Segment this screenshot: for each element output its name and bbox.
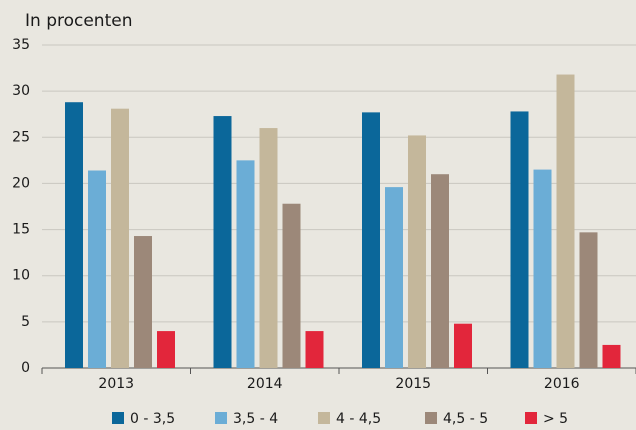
bar — [454, 323, 472, 368]
bar — [236, 160, 255, 368]
chart-title: In procenten — [25, 11, 132, 31]
bar — [157, 331, 175, 368]
legend-swatch — [112, 412, 124, 424]
bar — [213, 116, 232, 368]
y-tick-label: 25 — [12, 129, 30, 145]
bar — [305, 331, 324, 368]
legend-swatch — [318, 412, 330, 424]
bar — [579, 232, 598, 368]
y-tick-label: 15 — [12, 222, 30, 238]
bar — [385, 187, 403, 368]
bar — [65, 102, 83, 369]
y-tick-label: 10 — [12, 268, 30, 284]
legend-swatch — [525, 412, 537, 424]
legend-swatch — [425, 412, 437, 424]
bar — [510, 111, 529, 369]
y-tick-label: 5 — [21, 314, 30, 330]
bar — [431, 174, 449, 368]
legend-label: 3,5 - 4 — [233, 411, 278, 427]
x-tick-label: 2015 — [395, 376, 431, 392]
bar — [134, 236, 152, 368]
legend-label: > 5 — [543, 411, 568, 427]
legend-label: 4 - 4,5 — [336, 411, 381, 427]
bar — [362, 112, 380, 369]
bar — [88, 170, 106, 368]
y-tick-label: 0 — [21, 360, 30, 376]
x-tick-label: 2014 — [247, 376, 283, 392]
bar — [533, 169, 552, 368]
bar — [111, 108, 129, 369]
x-tick-label: 2013 — [98, 376, 134, 392]
bar — [556, 74, 575, 368]
bar — [408, 135, 426, 368]
bar — [282, 203, 301, 368]
x-tick-label: 2016 — [544, 376, 580, 392]
legend-swatch — [215, 412, 227, 424]
y-tick-label: 20 — [12, 175, 30, 191]
bar — [602, 344, 621, 368]
y-tick-label: 35 — [12, 37, 30, 53]
legend-label: 0 - 3,5 — [130, 411, 175, 427]
y-tick-label: 30 — [12, 83, 30, 99]
legend-label: 4,5 - 5 — [443, 411, 488, 427]
bar — [259, 128, 278, 368]
